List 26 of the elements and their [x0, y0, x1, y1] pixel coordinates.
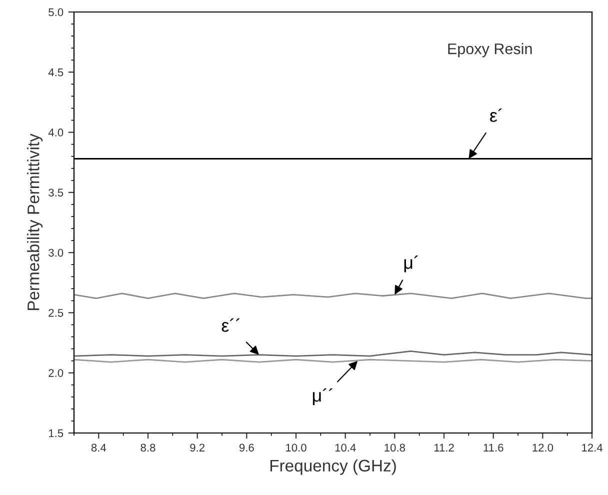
- annotation: Epoxy Resin: [448, 43, 532, 58]
- y-tick-label: 5.0: [48, 8, 64, 16]
- annotation: μ´: [404, 255, 418, 272]
- annotation: μ´´: [312, 388, 333, 406]
- x-tick-label: 9.6: [239, 444, 254, 452]
- x-tick-label: 9.2: [190, 444, 204, 452]
- x-tick-label: 11.2: [434, 444, 454, 452]
- annotation: ε´: [490, 108, 502, 122]
- x-tick-label: 12.0: [532, 444, 554, 452]
- y-tick-label: 3.0: [48, 248, 64, 257]
- x-tick-label: 10.8: [384, 444, 405, 452]
- x-tick-label: 8.8: [140, 444, 156, 452]
- y-axis-title: Permeability Permittivity: [27, 134, 43, 310]
- y-tick-label: 3.5: [48, 188, 64, 197]
- y-tick-label: 4.0: [48, 128, 64, 136]
- x-tick-label: 8.4: [91, 444, 106, 452]
- x-tick-label: 11.6: [484, 444, 504, 452]
- x-tick-label: 10.4: [335, 444, 356, 452]
- y-tick-label: 4.5: [48, 68, 64, 76]
- annotation: ε´´: [222, 318, 240, 332]
- x-tick-label: 10.0: [286, 444, 306, 452]
- x-tick-label: 12.4: [582, 444, 602, 452]
- y-tick-label: 2.0: [48, 369, 64, 377]
- y-tick-label: 1.5: [48, 429, 64, 438]
- y-tick-label: 2.5: [48, 308, 64, 317]
- x-axis-title: Frequency (GHz): [270, 459, 396, 475]
